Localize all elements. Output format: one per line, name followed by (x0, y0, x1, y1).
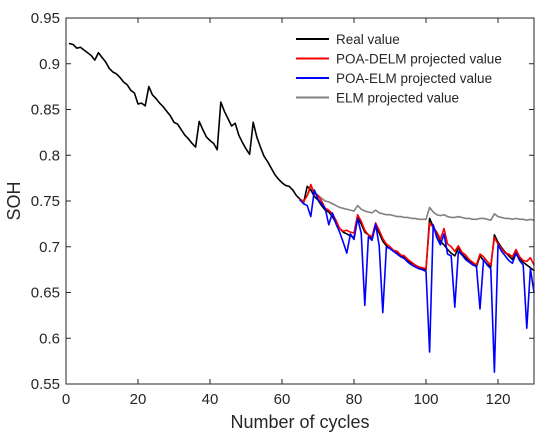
legend: Real value POA-DELM projected value POA-EL… (296, 32, 502, 106)
plot-series (68, 42, 535, 373)
legend-label: Real value (336, 32, 400, 47)
legend-label: POA-ELM projected value (336, 71, 492, 86)
y-tick-label: 0.8 (39, 147, 60, 164)
x-tick-label: 80 (346, 391, 363, 408)
x-tick-label: 120 (485, 391, 510, 408)
y-tick-label: 0.6 (39, 330, 60, 347)
x-tick-label: 40 (202, 391, 219, 408)
y-tick-label: 0.95 (31, 10, 60, 27)
y-tick-label: 0.7 (39, 239, 60, 256)
x-axis-label: Number of cycles (230, 412, 369, 432)
y-tick-label: 0.9 (39, 56, 60, 73)
series-line-2 (299, 189, 535, 373)
x-tick-label: 0 (62, 391, 70, 408)
x-tick-label: 100 (413, 391, 438, 408)
y-tick-label: 0.75 (31, 193, 60, 210)
axis-ticks: 0 20 40 60 80 100 120 0.55 0.6 0.65 0.7 0.75 0.8 0.85… (31, 10, 534, 408)
y-tick-label: 0.55 (31, 376, 60, 393)
y-tick-label: 0.65 (31, 285, 60, 302)
legend-label: ELM projected value (336, 91, 459, 106)
series-line-1 (299, 183, 535, 270)
x-tick-label: 20 (130, 391, 147, 408)
series-line-3 (299, 187, 535, 222)
x-tick-label: 60 (274, 391, 291, 408)
legend-label: POA-DELM projected value (336, 52, 502, 67)
y-axis-label: SOH (4, 181, 24, 220)
y-tick-label: 0.85 (31, 102, 60, 119)
